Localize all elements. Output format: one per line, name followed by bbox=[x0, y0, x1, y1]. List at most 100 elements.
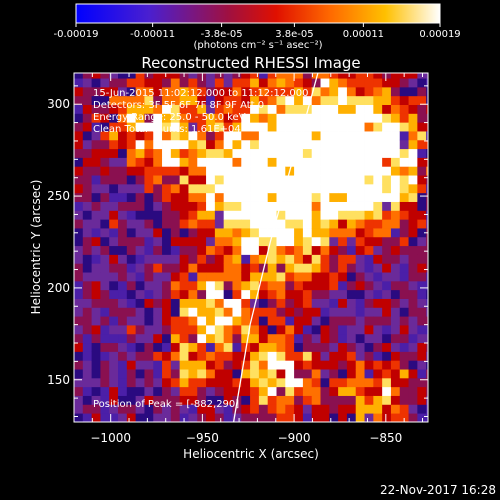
heatmap-cell bbox=[153, 307, 163, 317]
heatmap-cell bbox=[100, 404, 110, 414]
heatmap-cell bbox=[276, 342, 286, 352]
heatmap-cell bbox=[329, 369, 339, 379]
heatmap-cell bbox=[232, 236, 242, 247]
heatmap-cell bbox=[267, 413, 277, 422]
heatmap-cell bbox=[109, 342, 119, 352]
heatmap-cell bbox=[206, 122, 216, 132]
heatmap-cell bbox=[188, 369, 198, 379]
heatmap-cell bbox=[74, 148, 84, 158]
heatmap-cell bbox=[223, 104, 233, 114]
heatmap-cell bbox=[382, 131, 392, 141]
heatmap-cell bbox=[126, 95, 137, 105]
heatmap-cell bbox=[373, 104, 383, 114]
heatmap-cell bbox=[399, 139, 409, 150]
heatmap-cell bbox=[311, 377, 321, 388]
heatmap-cell bbox=[382, 325, 392, 335]
heatmap-cell bbox=[267, 139, 277, 150]
heatmap-cell bbox=[267, 78, 277, 88]
heatmap-cell bbox=[197, 192, 207, 202]
heatmap-cell bbox=[170, 386, 181, 396]
heatmap-cell bbox=[153, 325, 163, 335]
heatmap-cell bbox=[346, 192, 357, 202]
heatmap-cell bbox=[285, 78, 295, 88]
heatmap-cell bbox=[258, 395, 269, 405]
heatmap-cell bbox=[364, 166, 374, 176]
heatmap-cell bbox=[285, 351, 295, 361]
heatmap-cell bbox=[329, 86, 339, 97]
heatmap-cell bbox=[426, 289, 428, 299]
heatmap-cell bbox=[399, 351, 409, 361]
heatmap-cell bbox=[346, 175, 357, 185]
heatmap-cell bbox=[179, 316, 189, 326]
heatmap-cell bbox=[126, 228, 137, 238]
heatmap-cell bbox=[267, 298, 277, 308]
heatmap-cell bbox=[100, 395, 110, 405]
heatmap-cell bbox=[294, 245, 304, 255]
heatmap-cell bbox=[118, 263, 128, 273]
heatmap-cell bbox=[206, 175, 216, 185]
heatmap-cell bbox=[267, 325, 277, 335]
heatmap-cell bbox=[153, 272, 163, 282]
heatmap-cell bbox=[82, 316, 92, 326]
heatmap-cell bbox=[338, 404, 348, 414]
heatmap-cell bbox=[373, 360, 383, 370]
heatmap-cell bbox=[399, 280, 409, 291]
heatmap-cell bbox=[153, 245, 163, 255]
heatmap-cell bbox=[126, 139, 137, 150]
heatmap-cell bbox=[373, 369, 383, 379]
heatmap-cell bbox=[294, 228, 304, 238]
heatmap-cell bbox=[285, 395, 295, 405]
heatmap-cell bbox=[162, 377, 172, 388]
heatmap-cell bbox=[390, 192, 401, 202]
heatmap-cell bbox=[214, 131, 225, 141]
heatmap-cell bbox=[206, 342, 216, 352]
heatmap-cell bbox=[82, 183, 92, 194]
heatmap-cell bbox=[109, 210, 119, 220]
heatmap-cell bbox=[346, 395, 357, 405]
heatmap-cell bbox=[135, 254, 145, 264]
heatmap-cell bbox=[390, 113, 401, 123]
heatmap-cell bbox=[329, 95, 339, 105]
heatmap-cell bbox=[302, 210, 313, 220]
heatmap-cell bbox=[91, 219, 101, 229]
heatmap-cell bbox=[302, 325, 313, 335]
heatmap-cell bbox=[346, 148, 357, 158]
heatmap-cell bbox=[346, 298, 357, 308]
heatmap-cell bbox=[250, 219, 260, 229]
heatmap-cell bbox=[126, 395, 137, 405]
heatmap-cell bbox=[126, 280, 137, 291]
heatmap-cell bbox=[382, 395, 392, 405]
heatmap-cell bbox=[329, 386, 339, 396]
heatmap-cell bbox=[382, 175, 392, 185]
heatmap-cell bbox=[294, 131, 304, 141]
heatmap-cell bbox=[232, 369, 242, 379]
heatmap-cell bbox=[170, 272, 181, 282]
heatmap-cell bbox=[276, 254, 286, 264]
heatmap-cell bbox=[346, 228, 357, 238]
heatmap-cell bbox=[232, 175, 242, 185]
heatmap-cell bbox=[329, 316, 339, 326]
heatmap-cell bbox=[241, 166, 251, 176]
heatmap-cell bbox=[338, 272, 348, 282]
heatmap-cell bbox=[373, 351, 383, 361]
heatmap-cell bbox=[144, 210, 154, 220]
heatmap-cell bbox=[311, 280, 321, 291]
heatmap-cell bbox=[329, 272, 339, 282]
heatmap-cell bbox=[153, 78, 163, 88]
heatmap-cell bbox=[285, 175, 295, 185]
heatmap-cell bbox=[197, 377, 207, 388]
x-tick-label: −850 bbox=[369, 431, 402, 445]
heatmap-cell bbox=[126, 413, 137, 422]
heatmap-cell bbox=[390, 201, 401, 211]
heatmap-cell bbox=[82, 307, 92, 317]
heatmap-cell bbox=[250, 95, 260, 105]
heatmap-cell bbox=[82, 210, 92, 220]
heatmap-cell bbox=[294, 316, 304, 326]
heatmap-cell bbox=[258, 333, 269, 344]
heatmap-cell bbox=[382, 78, 392, 88]
heatmap-cell bbox=[408, 342, 418, 352]
heatmap-cell bbox=[100, 245, 110, 255]
heatmap-cell bbox=[276, 148, 286, 158]
heatmap-cell bbox=[258, 219, 269, 229]
heatmap-cell bbox=[118, 395, 128, 405]
